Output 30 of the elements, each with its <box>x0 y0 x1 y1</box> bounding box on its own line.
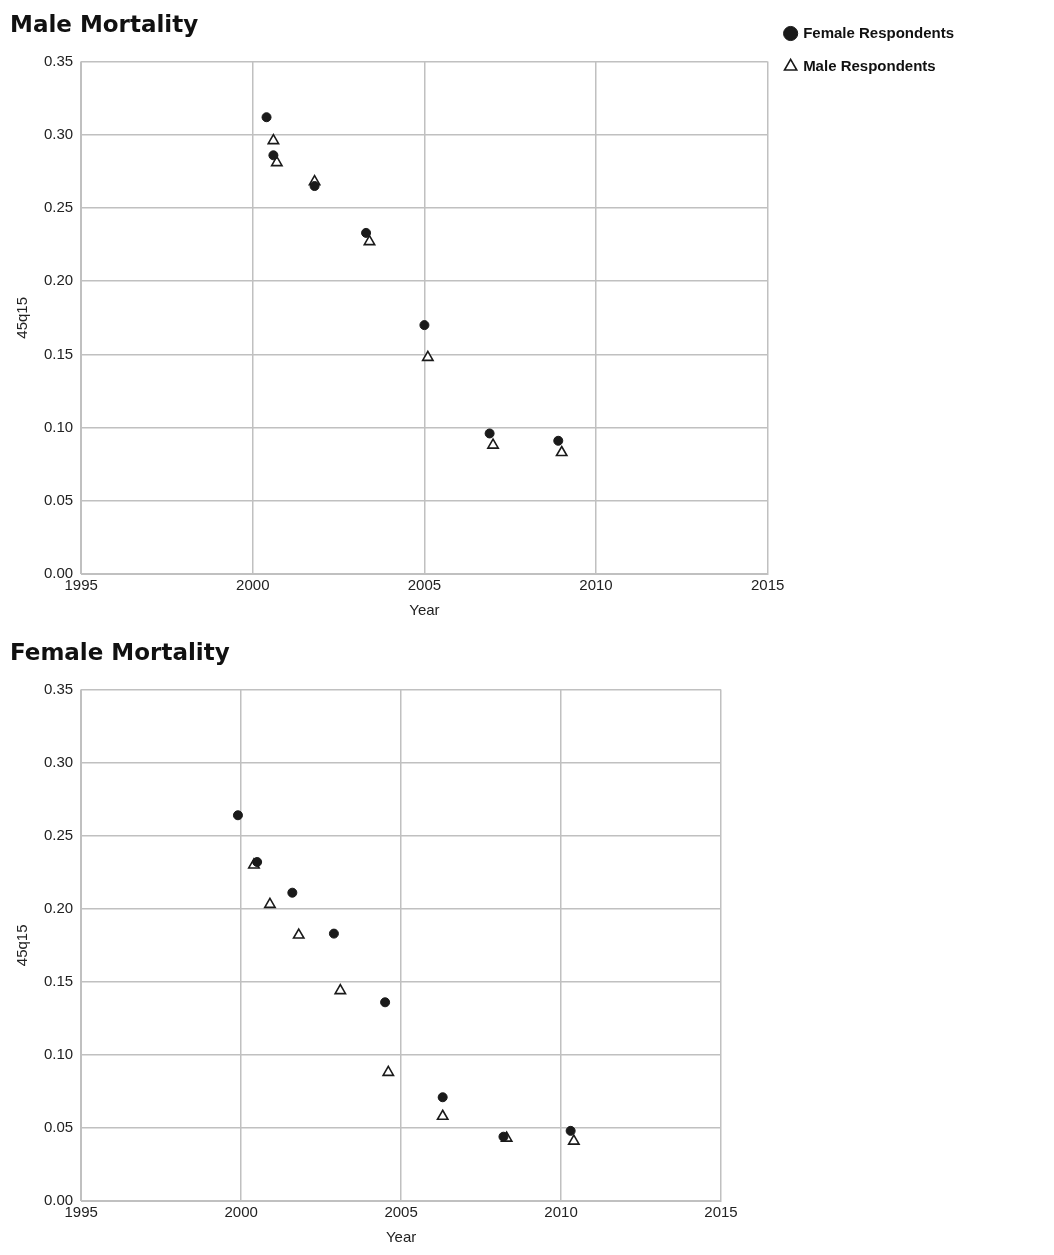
x-tick-label: 2005 <box>384 1203 418 1221</box>
x-tick-label: 2015 <box>704 1203 738 1221</box>
y-tick-label: 0.05 <box>43 490 74 508</box>
y-tick-label: 0.35 <box>43 51 74 69</box>
y-tick-label: 0.30 <box>43 752 74 770</box>
x-tick-label: 2000 <box>236 576 270 594</box>
y-tick-label: 0.15 <box>43 344 74 362</box>
chart-title: Male Mortality <box>10 10 199 37</box>
y-tick-label: 0.30 <box>43 124 74 142</box>
legend-label: Female Respondents <box>803 23 954 41</box>
y-tick-label: 0.25 <box>43 198 74 216</box>
y-axis-title: 45q15 <box>13 296 31 339</box>
y-tick-label: 0.25 <box>43 825 74 843</box>
x-axis-title: Year <box>385 1228 417 1246</box>
x-axis-title: Year <box>409 601 440 619</box>
y-tick-label: 0.05 <box>43 1118 74 1136</box>
y-tick-label: 0.20 <box>43 898 74 916</box>
x-tick-label: 2015 <box>750 576 785 594</box>
x-tick-label: 2000 <box>224 1203 258 1221</box>
x-tick-label: 2005 <box>407 576 442 594</box>
legend-label: Male Respondents <box>803 56 936 74</box>
y-tick-label: 0.10 <box>43 417 74 435</box>
y-axis-title: 45q15 <box>13 924 31 967</box>
y-tick-label: 0.20 <box>43 271 74 289</box>
x-tick-label: 2010 <box>579 576 613 594</box>
y-tick-label: 0.15 <box>43 971 74 989</box>
y-tick-label: 0.10 <box>43 1045 74 1063</box>
chart-title: Female Mortality <box>10 638 230 665</box>
x-tick-label: 2010 <box>544 1203 578 1221</box>
y-tick-label: 0.35 <box>43 679 74 697</box>
